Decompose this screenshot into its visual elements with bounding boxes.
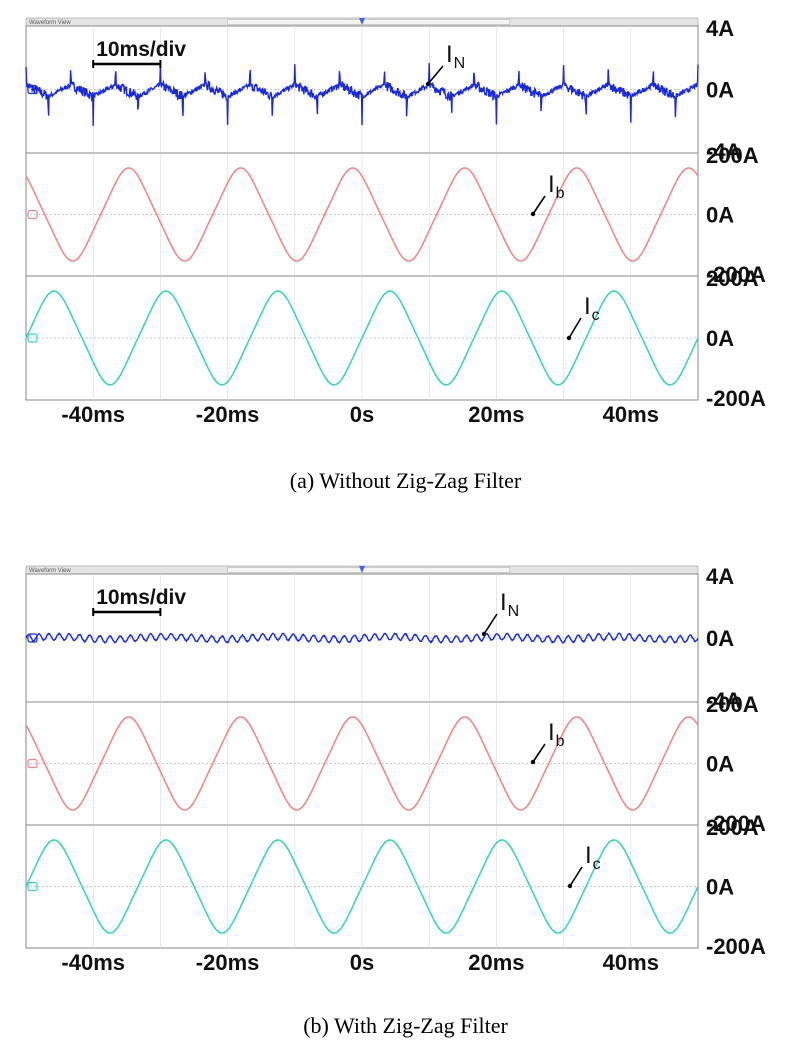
y-tick-label: 0A — [706, 78, 734, 103]
label-pointer — [569, 866, 583, 887]
x-tick-label: -20ms — [196, 950, 260, 975]
scale-label: 10ms/div — [96, 586, 186, 609]
scale-label: 10ms/div — [96, 38, 186, 61]
oscilloscope-chart-b: Waveform View 4A0A-4AIN200A0A-200AIb200A0… — [25, 564, 766, 975]
y-tick-label: 200A — [706, 266, 759, 291]
trigger-marker — [359, 566, 365, 573]
trigger-marker — [359, 18, 365, 25]
y-tick-label: 0A — [706, 875, 734, 900]
y-tick-label: -200A — [706, 811, 766, 836]
label-pointer-head — [530, 211, 536, 217]
y-tick-label: 0A — [706, 203, 734, 228]
x-tick-label: 40ms — [603, 950, 659, 975]
signal-subscript: b — [556, 185, 565, 202]
y-tick-label: -200A — [706, 934, 766, 959]
figure-caption-b: (b) With Zig-Zag Filter — [303, 1013, 508, 1038]
y-tick-label: -200A — [706, 386, 766, 411]
signal-subscript: N — [508, 603, 520, 620]
channel-marker — [27, 333, 38, 343]
x-tick-label: 0s — [350, 402, 374, 427]
x-tick-label: -40ms — [61, 402, 125, 427]
label-pointer — [532, 195, 546, 215]
series-line-c — [25, 839, 699, 934]
y-tick-label: 200A — [706, 815, 759, 840]
panel-header-text: Waveform View — [29, 568, 71, 574]
x-tick-label: 20ms — [468, 950, 524, 975]
signal-subscript: b — [556, 733, 565, 750]
x-tick-label: -20ms — [196, 402, 260, 427]
channel-marker — [27, 633, 38, 643]
series-line-N — [25, 631, 699, 645]
figure-caption-a: (a) Without Zig-Zag Filter — [289, 468, 522, 493]
y-tick-label: 0A — [706, 326, 734, 351]
label-pointer-head — [530, 759, 536, 765]
label-pointer-head — [481, 631, 487, 637]
y-tick-label: -200A — [706, 262, 766, 287]
series-line-c — [25, 290, 699, 386]
x-tick-label: 20ms — [468, 402, 524, 427]
channel-marker — [27, 758, 38, 769]
y-tick-label: -4A — [706, 139, 742, 164]
figure-a: Waveform View 4A 0A -4A IN 200A 0A -200A Ib 200A 0… — [0, 0, 811, 520]
channel-marker — [27, 84, 38, 95]
header-scrollbar — [227, 567, 511, 573]
label-pointer — [568, 317, 582, 339]
oscilloscope-chart-a: Waveform View 4A0A-4AIN200A0A-200AIb200A0… — [25, 16, 766, 427]
figure-b: Waveform View 4A 0A -4A IN 200A 0A -200A Ib 200A 0… — [0, 550, 811, 1063]
channel-marker — [27, 209, 38, 220]
label-pointer-head — [567, 883, 573, 889]
signal-subscript: c — [593, 856, 601, 873]
signal-subscript: N — [454, 55, 466, 72]
x-tick-label: 40ms — [603, 402, 659, 427]
label-pointer-head — [425, 81, 431, 87]
label-pointer — [483, 613, 498, 635]
x-tick-label: -40ms — [61, 950, 125, 975]
panel-header-text: Waveform View — [29, 20, 71, 26]
y-tick-label: 0A — [706, 626, 734, 651]
series-line-N — [25, 62, 699, 126]
series-line-b — [25, 716, 699, 811]
channel-marker — [27, 881, 38, 892]
y-tick-label: 200A — [706, 692, 759, 717]
y-tick-label: 4A — [706, 564, 734, 589]
x-tick-label: 0s — [350, 950, 374, 975]
y-tick-label: 4A — [706, 16, 734, 41]
series-line-b — [25, 167, 699, 262]
y-tick-label: 200A — [706, 143, 759, 168]
y-tick-label: 0A — [706, 752, 734, 777]
header-scrollbar — [227, 19, 511, 25]
label-pointer — [427, 65, 444, 85]
label-pointer — [532, 743, 546, 763]
label-pointer-head — [566, 335, 572, 341]
signal-subscript: c — [592, 307, 600, 324]
y-tick-label: -4A — [706, 688, 742, 713]
